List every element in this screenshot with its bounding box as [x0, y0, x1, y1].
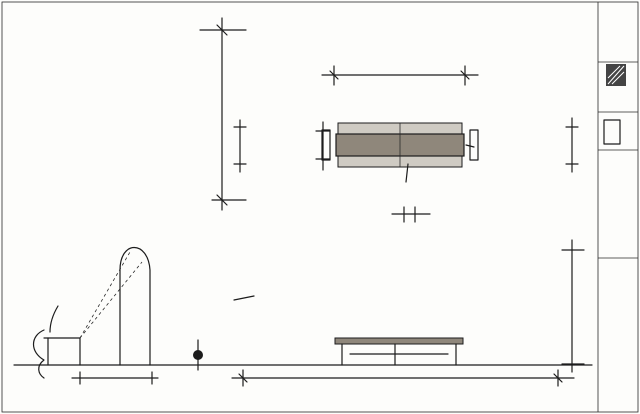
dim-clearance [71, 371, 159, 385]
table-plan [321, 122, 479, 168]
dim-right-offset [565, 117, 579, 173]
dim-spacing [391, 206, 431, 223]
table-end-right [469, 129, 479, 161]
dim-table-depth [315, 121, 331, 171]
dim-table-length [321, 65, 479, 86]
dim-length [231, 369, 575, 387]
table-elevation [334, 337, 464, 366]
table-end-left [321, 129, 331, 161]
pipe-note [233, 295, 255, 301]
title-block [597, 2, 638, 412]
dim-overall-width [199, 17, 247, 211]
sheet-number-box [603, 119, 621, 145]
bench-leader [405, 163, 409, 183]
section-marker [193, 339, 203, 371]
light-note [49, 305, 59, 333]
light-detail [32, 246, 151, 379]
dim-height [561, 239, 585, 373]
stone-table-leader [465, 144, 475, 148]
dim-left-offset [233, 119, 247, 173]
